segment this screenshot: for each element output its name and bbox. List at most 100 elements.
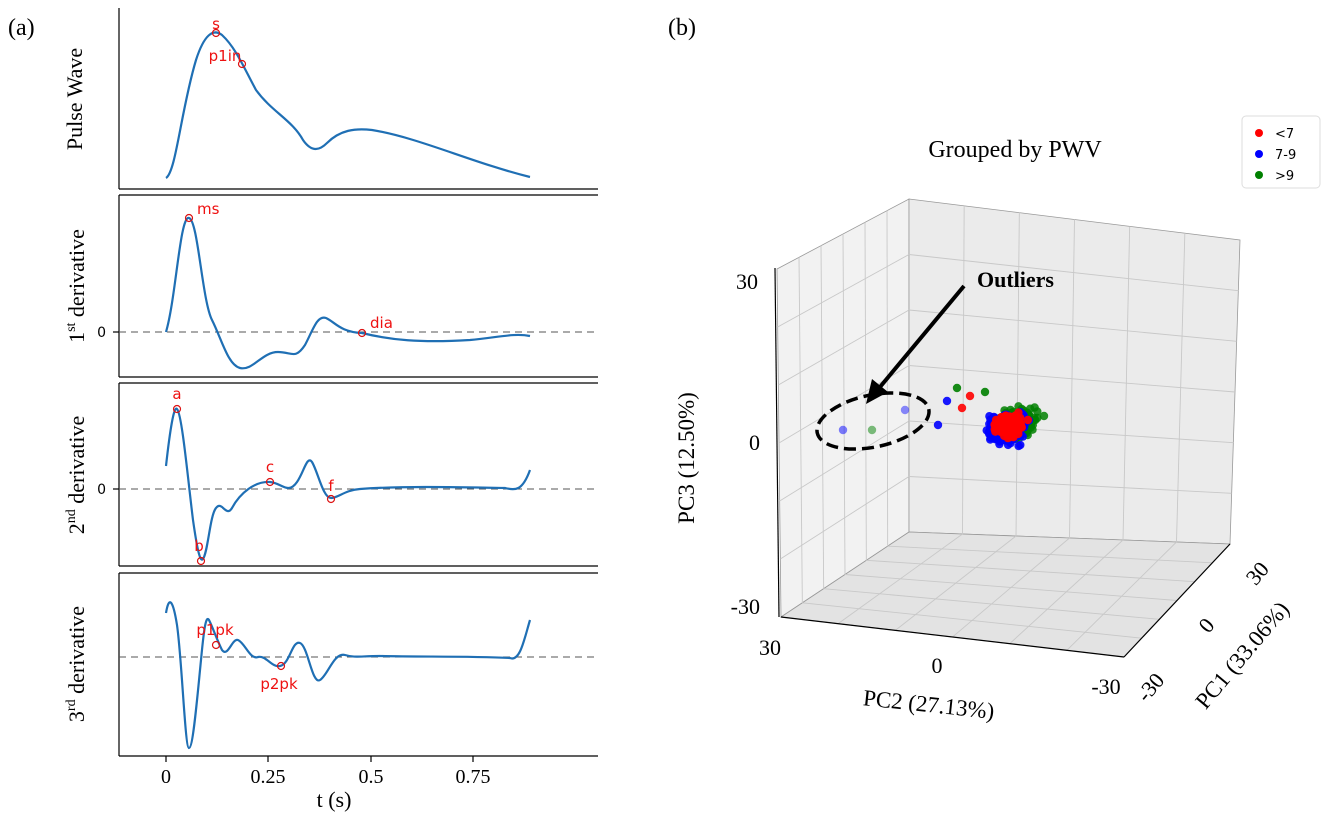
x-tick-3: 0.75 <box>456 766 491 788</box>
marker-c: c <box>265 458 275 487</box>
pc1-axis-line <box>1123 543 1231 658</box>
point-lt7 <box>990 425 999 434</box>
marker-p1in-point <box>237 59 247 69</box>
pc3-tick-30: 30 <box>736 269 758 294</box>
point-7-9 <box>986 433 995 442</box>
marker-s: s <box>211 15 221 38</box>
marker-f-point <box>326 494 336 504</box>
pc3-axis-label: PC3 (12.50%) <box>674 392 699 524</box>
point-straggler <box>942 396 952 406</box>
x-tick-0: 0 <box>161 766 171 788</box>
first-derivative-line <box>164 216 531 370</box>
marker-a: a <box>172 385 182 414</box>
marker-p1in: p1in <box>209 47 247 69</box>
grid-3d <box>777 205 1239 651</box>
marker-ms-label: ms <box>197 200 220 218</box>
legend-swatch-lt7 <box>1255 129 1263 137</box>
marker-a-label: a <box>172 385 181 403</box>
legend-label-gt9: >9 <box>1275 169 1294 184</box>
second-derivative-line <box>164 407 532 561</box>
point-7-9 <box>1014 441 1023 451</box>
grid-line <box>908 476 1232 494</box>
outliers-annotation: Outliers <box>815 267 1054 451</box>
third-derivative-line <box>164 601 532 750</box>
marker-ms-point <box>184 213 194 223</box>
point-straggler <box>952 383 962 393</box>
marker-s-label: s <box>212 15 220 33</box>
subplot-pulse-wave: Pulse Wave s p1in <box>62 8 598 190</box>
legend-item-lt7: <7 <box>1255 127 1294 142</box>
pc3-tick-0: 0 <box>749 430 760 455</box>
marker-ms: ms <box>184 200 220 223</box>
panel-a-label: (a) <box>8 15 35 41</box>
pc2-tick-0: 0 <box>932 653 943 678</box>
legend-item-7-9: 7-9 <box>1255 148 1296 163</box>
marker-dia-point <box>357 328 367 338</box>
marker-dia: dia <box>357 314 393 338</box>
outliers-arrow-head <box>866 379 888 404</box>
marker-b-label: b <box>194 537 204 555</box>
outliers-ellipse <box>815 391 931 451</box>
panel-a-x-axis: 0 0.25 0.5 0.75 t (s) <box>161 756 491 812</box>
point-straggler <box>933 420 943 430</box>
point-outlier <box>867 425 877 435</box>
subplot-2-zero-tick: 0 <box>97 325 106 341</box>
pc2-axis-line <box>780 616 1125 658</box>
pane-back <box>908 198 1241 545</box>
point-straggler <box>957 403 967 413</box>
point-outlier <box>900 405 910 415</box>
panel-b-label: (b) <box>668 15 696 41</box>
legend-label-7-9: 7-9 <box>1275 148 1296 163</box>
panes-3d <box>776 198 1241 658</box>
scatter-cloud <box>838 383 1049 451</box>
marker-p2pk: p2pk <box>260 661 298 693</box>
pc2-tick-30: 30 <box>759 635 781 660</box>
x-tick-2: 0.5 <box>359 766 384 788</box>
pc1-tick-neg30: -30 <box>1131 668 1169 707</box>
pc3-tick-neg30: -30 <box>731 594 760 619</box>
pulse-wave-line <box>165 31 531 179</box>
panel-b-title: Grouped by PWV <box>928 137 1102 163</box>
point-straggler <box>980 387 990 397</box>
pc1-tick-30: 30 <box>1241 557 1274 590</box>
marker-p1pk-label: p1pk <box>196 621 234 639</box>
legend-item-gt9: >9 <box>1255 169 1294 184</box>
grid-line <box>887 545 1213 564</box>
x-tick-1: 0.25 <box>251 766 286 788</box>
subplot-1-ylabel: Pulse Wave <box>62 48 87 150</box>
outliers-arrow-shaft <box>878 284 966 389</box>
point-gt9 <box>1026 404 1035 413</box>
marker-c-label: c <box>266 458 274 476</box>
point-lt7 <box>1014 415 1023 424</box>
point-lt7 <box>1023 415 1032 425</box>
subplot-1st-derivative: 0 1st derivative ms dia <box>64 194 598 378</box>
subplot-2nd-derivative: 0 2nd derivative a b c f <box>64 382 598 567</box>
legend: <7 7-9 >9 <box>1241 115 1321 189</box>
x-axis-label: t (s) <box>317 787 352 812</box>
marker-f-label: f <box>328 477 334 495</box>
pc1-axis-label: PC1 (33.06%) <box>1190 597 1294 714</box>
point-gt9 <box>1039 411 1049 421</box>
legend-label-lt7: <7 <box>1275 127 1294 142</box>
marker-b-point <box>196 556 206 566</box>
outliers-label: Outliers <box>977 267 1054 292</box>
subplot-2-ylabel: 1st derivative <box>64 229 89 343</box>
marker-a-point <box>172 404 182 414</box>
marker-c-point <box>265 477 275 487</box>
legend-swatch-7-9 <box>1255 150 1263 158</box>
subplot-3-ylabel: 2nd derivative <box>64 416 89 534</box>
subplot-3rd-derivative: 3rd derivative p1pk p2pk <box>64 572 598 757</box>
marker-p2pk-point <box>276 661 286 671</box>
pc2-tick-neg30: -30 <box>1091 674 1120 699</box>
subplot-4-ylabel: 3rd derivative <box>64 606 89 722</box>
marker-dia-label: dia <box>370 314 393 332</box>
grid-line <box>780 476 910 560</box>
point-gt9 <box>1031 415 1040 425</box>
marker-p2pk-label: p2pk <box>260 675 298 693</box>
point-outlier <box>838 425 848 435</box>
point-straggler <box>965 391 975 401</box>
marker-s-point <box>211 28 221 38</box>
point-lt7 <box>1009 423 1018 432</box>
pc1-tick-0: 0 <box>1193 613 1219 637</box>
